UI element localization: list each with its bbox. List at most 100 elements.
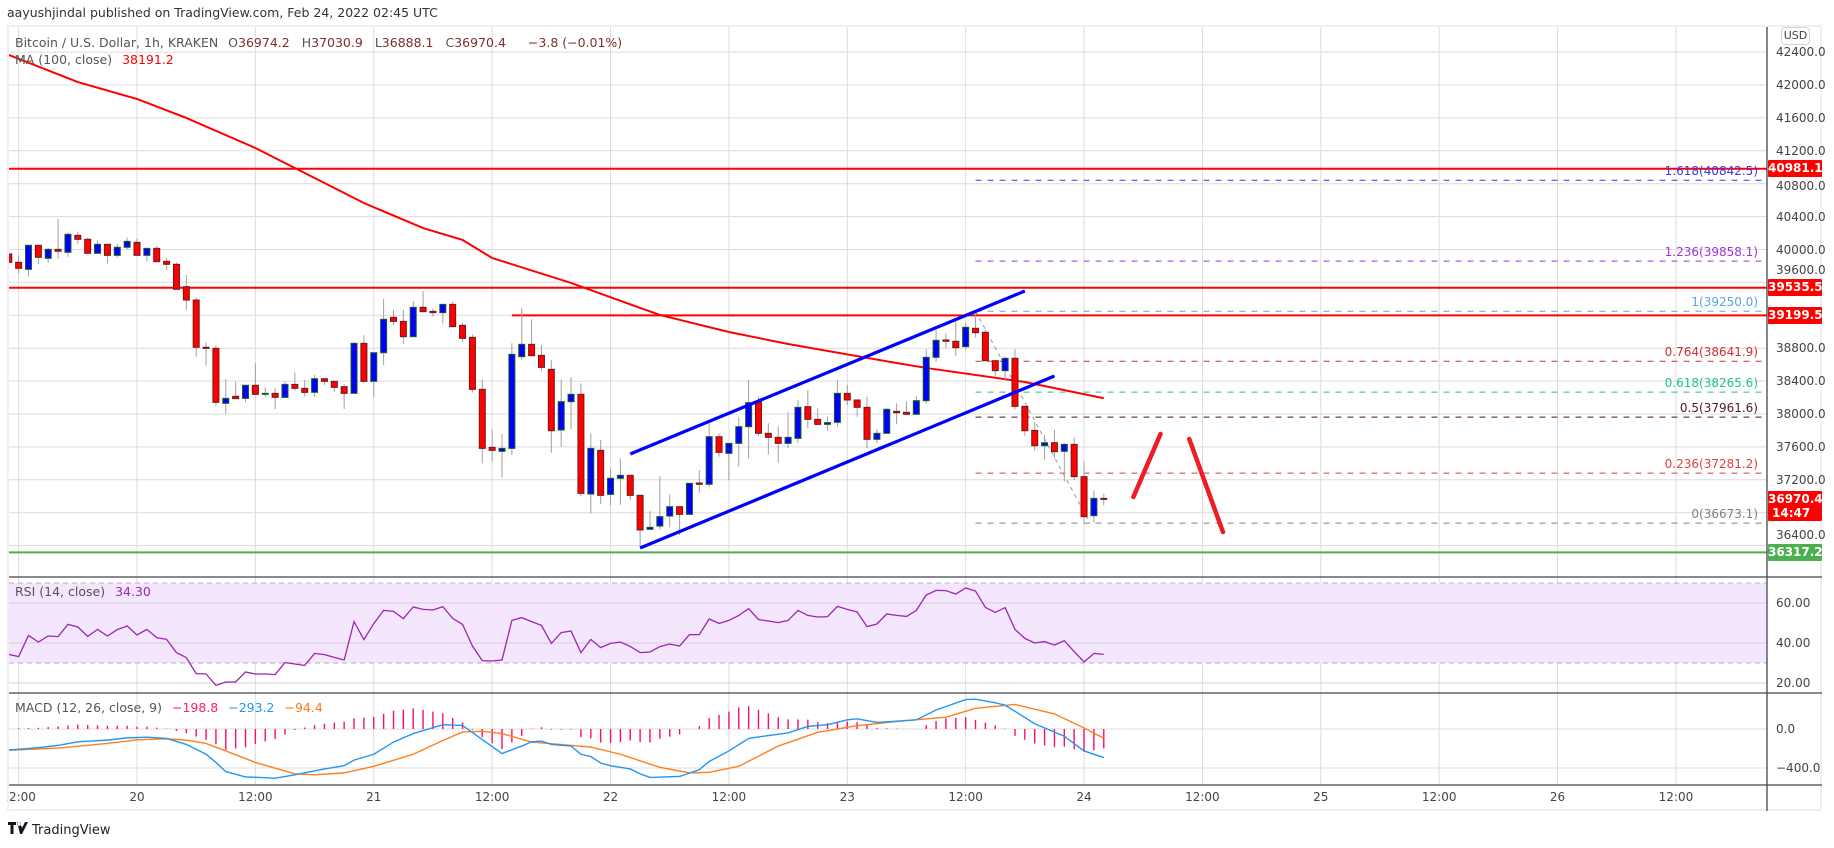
candle-body-down	[449, 303, 457, 328]
candle	[320, 378, 328, 386]
candle-body-up	[380, 318, 388, 354]
candle	[873, 429, 881, 444]
candle-body-down	[389, 316, 397, 322]
candle	[133, 238, 141, 256]
time-axis-label: 26	[1549, 790, 1566, 804]
candle-body-down	[902, 411, 910, 415]
candle	[94, 241, 102, 254]
candle	[340, 384, 348, 410]
rsi-pane	[9, 582, 1767, 687]
candle	[597, 439, 605, 504]
candle-body-down	[1021, 405, 1029, 432]
time-axis-label: 12:00	[948, 790, 983, 804]
candle-body-up	[24, 244, 32, 270]
forecast-up-stroke	[1131, 431, 1163, 500]
ma-legend[interactable]: MA (100, close) 38191.2	[15, 52, 180, 67]
candle-body-down	[528, 343, 536, 357]
macd-legend[interactable]: MACD (12, 26, close, 9) −198.8 −293.2 −9…	[15, 700, 329, 715]
fib-level-label: 0.5(37961.6)	[1679, 401, 1758, 416]
price-axis-label: 38000.0	[1776, 407, 1826, 421]
candle-body-down	[991, 360, 999, 372]
candle-body-down	[212, 347, 220, 403]
candle	[508, 343, 516, 456]
candle	[1060, 443, 1068, 482]
candle	[429, 308, 437, 317]
fib-level-label: 1.618(40842.5)	[1664, 164, 1758, 179]
candle-body-up	[705, 436, 713, 485]
macd-pane	[9, 698, 1767, 779]
ma-label: MA (100, close)	[15, 52, 113, 67]
candle-body-down	[330, 380, 338, 388]
symbol-title: Bitcoin / U.S. Dollar, 1h, KRAKEN	[15, 35, 219, 50]
ohlc-label: H	[301, 35, 312, 50]
rsi-legend[interactable]: RSI (14, close) 34.30	[15, 584, 157, 599]
candle	[271, 388, 279, 410]
candle-body-up	[64, 233, 72, 253]
candle-body-down	[626, 474, 634, 496]
candle	[962, 323, 970, 350]
ohlc-value: 37030.9	[311, 35, 363, 50]
channel-lower-line	[639, 374, 1056, 550]
candle	[222, 379, 230, 414]
candle	[804, 389, 812, 429]
symbol-legend: Bitcoin / U.S. Dollar, 1h, KRAKEN O36974…	[15, 35, 628, 50]
ohlc-c: C36970.4	[446, 35, 512, 50]
fib-level-label: 0.236(37281.2)	[1664, 457, 1758, 472]
ohlc-o: O36974.2	[228, 35, 296, 50]
candle	[330, 380, 338, 392]
pane-separators	[9, 27, 1822, 811]
candle	[528, 319, 536, 357]
candle-body-up	[794, 406, 802, 439]
candle-body-up	[833, 392, 841, 423]
candle	[9, 253, 13, 264]
candle-body-up	[370, 352, 378, 382]
candle-body-up	[922, 356, 930, 402]
candle	[84, 237, 92, 254]
candle-body-down	[419, 306, 427, 313]
candle	[557, 379, 565, 447]
candle	[616, 458, 624, 506]
candle	[705, 423, 713, 487]
macd-axis-label: −400.0	[1776, 761, 1821, 775]
candle	[1031, 421, 1039, 451]
candle-body-down	[972, 327, 980, 334]
candle	[163, 258, 171, 270]
candle-body-up	[646, 526, 654, 530]
candle-body-up	[587, 447, 595, 495]
macd-axis-label: 0.0	[1776, 722, 1796, 736]
time-axis-label: 12:00	[1185, 790, 1220, 804]
rsi-band	[9, 583, 1767, 663]
candle-body-up	[94, 243, 102, 254]
price-level-badge: 40981.1	[1768, 160, 1823, 178]
candle-body-down	[537, 354, 545, 368]
candle-body-down	[715, 436, 723, 453]
candle-body-down	[981, 331, 989, 362]
channel-upper-line	[629, 289, 1026, 456]
candle	[478, 379, 486, 464]
candle-body-down	[182, 286, 190, 301]
candle-body-down	[34, 244, 42, 258]
time-axis-label: 12:00	[474, 790, 510, 804]
candle-body-up	[143, 247, 151, 256]
candle-body-down	[301, 387, 309, 393]
candle	[370, 352, 378, 397]
price-axis-label: 38800.0	[1776, 341, 1826, 356]
currency-button[interactable]: USD	[1781, 27, 1810, 45]
fib-level-label: 1.236(39858.1)	[1664, 245, 1758, 260]
price-axis-label: 41600.0	[1776, 110, 1826, 125]
candle	[1001, 356, 1009, 381]
fib-level-label: 0(36673.1)	[1691, 507, 1758, 522]
candle-body-down	[172, 263, 180, 290]
candle	[153, 245, 161, 263]
candle	[281, 381, 289, 398]
candle	[636, 494, 644, 547]
candle	[360, 335, 368, 383]
candle-body-up	[113, 246, 121, 256]
candle-body-down	[84, 238, 92, 254]
candle	[794, 400, 802, 443]
tradingview-logo[interactable]: TradingView	[8, 822, 111, 838]
ohlc-h: H37030.9	[302, 35, 369, 50]
candle-body-down	[814, 418, 822, 425]
candle	[449, 301, 457, 328]
